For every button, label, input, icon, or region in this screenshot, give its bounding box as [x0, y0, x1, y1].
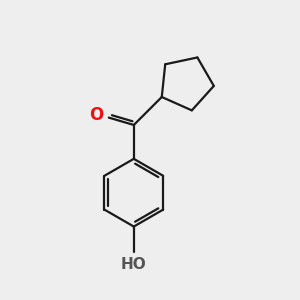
Text: HO: HO [121, 257, 147, 272]
Text: O: O [89, 106, 103, 124]
